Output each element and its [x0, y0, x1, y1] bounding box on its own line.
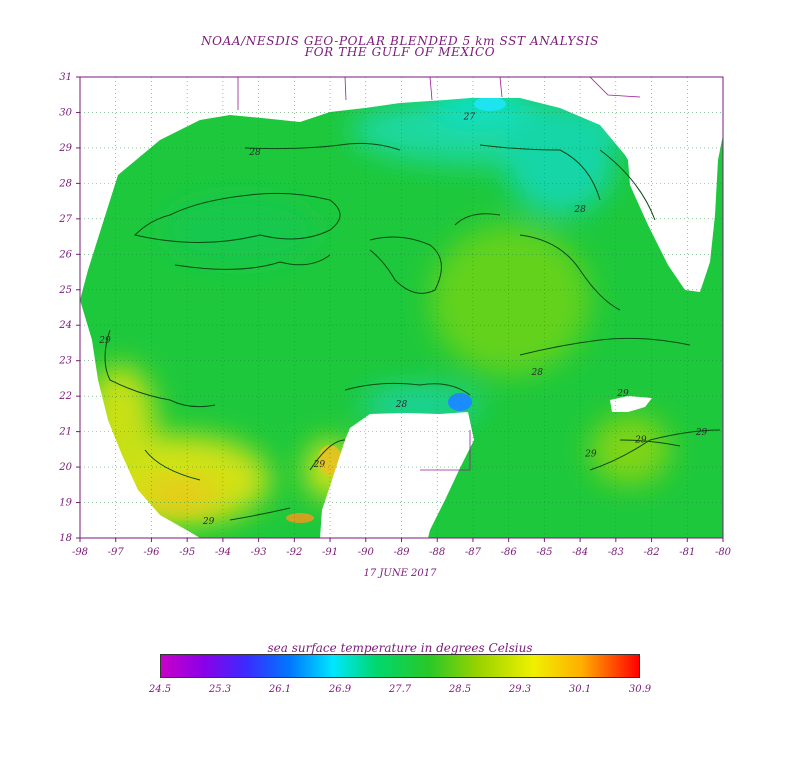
contour-label: 28	[248, 148, 261, 158]
lon-tick-label: -90	[358, 547, 375, 558]
colorbar-tick-label: 30.9	[628, 684, 652, 695]
analysis-date: 17 JUNE 2017	[363, 568, 437, 579]
colorbar-tick-label: 26.9	[328, 684, 352, 695]
lon-tick-label: -83	[608, 547, 624, 558]
lat-tick-label: 20	[58, 462, 72, 473]
lat-tick-label: 26	[58, 249, 72, 260]
lon-tick-label: -87	[465, 547, 482, 558]
contour-label: 27	[463, 113, 476, 123]
contour-label: 29	[695, 428, 708, 438]
contour-labels: 28 27 28 29 28 28 29 29 29 29 29 29	[98, 113, 707, 527]
lon-tick-label: -88	[429, 547, 445, 558]
contour-label: 28	[531, 368, 544, 378]
lat-tick-label: 25	[58, 285, 72, 296]
cuba-land	[610, 396, 652, 412]
sst-contours	[104, 142, 721, 521]
contour-label: 29	[202, 517, 215, 527]
political-boundaries	[237, 76, 641, 471]
lat-tick-label: 18	[59, 533, 72, 544]
lat-tick-label: 21	[58, 427, 72, 438]
colorbar-title: sea surface temperature in degrees Celsi…	[267, 641, 533, 655]
lon-tick-label: -84	[572, 547, 588, 558]
lat-tick-label: 28	[58, 178, 72, 189]
lon-tick-label: -95	[179, 547, 195, 558]
lon-tick-label: -97	[108, 547, 125, 558]
longitude-axis: -98 -97 -96 -95 -94 -93 -92 -91 -90 -89 -88 -87 -86 -…	[72, 538, 732, 558]
lat-tick-label: 29	[58, 143, 72, 154]
lon-tick-label: -80	[715, 547, 732, 558]
latitude-axis: 18 19 20 21 22 23 24 25 26 27 28 29 30 31	[58, 72, 80, 544]
colorbar-tick-label: 26.1	[268, 684, 292, 695]
contour-label: 29	[313, 460, 326, 470]
lat-tick-label: 22	[58, 391, 72, 402]
map-title-line-2: FOR THE GULF OF MEXICO	[304, 45, 496, 59]
colorbar-tick-label: 24.5	[148, 684, 172, 695]
yucatan-land	[320, 412, 474, 538]
colorbar-tick-label: 25.3	[208, 684, 232, 695]
lon-tick-label: -86	[501, 547, 518, 558]
lon-tick-label: -81	[679, 547, 695, 558]
contour-label: 29	[616, 389, 629, 399]
colorbar-tick-label: 30.1	[568, 684, 592, 695]
lon-tick-label: -94	[215, 547, 231, 558]
contour-label: 28	[395, 400, 408, 410]
lon-tick-label: -93	[251, 547, 267, 558]
contour-label: 28	[573, 205, 586, 215]
lon-tick-label: -82	[644, 547, 660, 558]
colorbar-tick-label: 29.3	[508, 684, 532, 695]
contour-label: 29	[98, 336, 111, 346]
colorbar-tick-label: 27.7	[388, 684, 412, 695]
sst-field	[80, 77, 723, 538]
contour-label: 29	[634, 435, 647, 445]
lat-tick-label: 31	[59, 72, 72, 83]
lon-tick-label: -96	[143, 547, 160, 558]
lat-tick-label: 27	[58, 214, 72, 225]
lat-tick-label: 19	[59, 498, 72, 509]
lon-tick-label: -98	[72, 547, 88, 558]
lon-tick-label: -92	[286, 547, 302, 558]
lon-tick-label: -85	[536, 547, 552, 558]
map-title-line-1: NOAA/NESDIS GEO-POLAR BLENDED 5 km SST A…	[201, 34, 599, 48]
us-coast-land	[80, 77, 723, 300]
sst-map: -98 -97 -96 -95 -94 -93 -92 -91 -90 -89 -88 -87 -86 -…	[58, 72, 732, 558]
temperature-colorbar	[160, 654, 640, 678]
mexico-land	[80, 300, 200, 538]
lon-tick-label: -89	[393, 547, 410, 558]
colorbar-tick-label: 28.5	[448, 684, 472, 695]
lon-tick-label: -91	[322, 547, 338, 558]
lat-tick-label: 30	[59, 107, 72, 118]
lat-tick-label: 24	[58, 320, 72, 331]
contour-label: 29	[584, 449, 597, 459]
lat-tick-label: 23	[58, 356, 72, 367]
